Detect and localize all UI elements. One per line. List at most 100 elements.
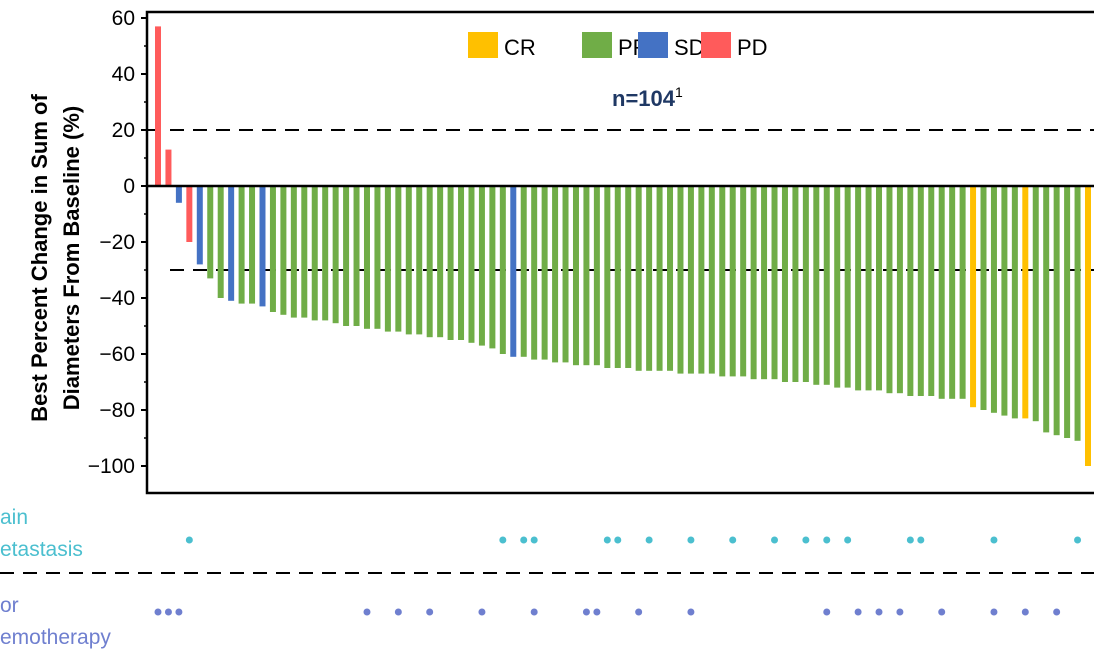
- bar-pr: [416, 186, 423, 335]
- legend-swatch-pd: [701, 32, 731, 58]
- bar-pr: [938, 186, 945, 399]
- legend: CR PR SD PD: [468, 32, 768, 60]
- bar-pr: [708, 186, 715, 374]
- bar-pr: [667, 186, 674, 371]
- bar-pd: [186, 186, 193, 242]
- bar-pr: [802, 186, 809, 382]
- bar-pr: [928, 186, 935, 396]
- attribute-marker: [802, 536, 810, 544]
- attribute-marker: [687, 536, 695, 544]
- bar-pr: [1043, 186, 1050, 433]
- attribute-marker: [823, 608, 831, 616]
- bar-pd: [155, 26, 161, 187]
- bar-pr: [635, 186, 642, 371]
- bar-pr: [1001, 186, 1008, 416]
- bar-pr: [959, 186, 966, 399]
- attribute-marker: [771, 536, 779, 544]
- sample-size-annotation: n=1041: [612, 84, 683, 111]
- bar-pr: [499, 186, 506, 354]
- bar-pr: [217, 186, 224, 298]
- bar-pr: [781, 186, 788, 382]
- bar-sd: [259, 186, 266, 307]
- bar-pr: [729, 186, 736, 377]
- bar-pr: [792, 186, 799, 382]
- attribute-marker: [1053, 608, 1061, 616]
- bar-pr: [917, 186, 924, 396]
- bar-pr: [405, 186, 412, 335]
- bar-pr: [1074, 186, 1081, 441]
- bar-sd: [175, 186, 182, 203]
- row-label-line2: etastasis: [0, 538, 83, 561]
- bar-pr: [625, 186, 632, 368]
- bar-pr: [478, 186, 485, 346]
- bar-pr: [311, 186, 318, 321]
- legend-label-sd: SD: [674, 35, 705, 60]
- bar-pr: [1032, 186, 1039, 422]
- bar-pr: [332, 186, 339, 324]
- bar-cr: [1085, 186, 1091, 466]
- attribute-marker: [1021, 608, 1029, 616]
- y-axis-label: Best Percent Change in Sum of Diameters …: [27, 94, 84, 422]
- row-label-line1: ain: [0, 506, 28, 529]
- attribute-marker: [896, 608, 904, 616]
- bar-pr: [656, 186, 663, 371]
- bar-pr: [437, 186, 444, 338]
- bar-pr: [771, 186, 778, 380]
- bar-pr: [374, 186, 381, 329]
- bar-pr: [426, 186, 433, 338]
- y-tick-label: 20: [112, 119, 135, 142]
- bar-pr: [740, 186, 747, 377]
- attribute-marker: [917, 536, 925, 544]
- bar-pr: [823, 186, 830, 385]
- bar-pr: [886, 186, 893, 394]
- y-tick-label: 0: [123, 175, 135, 198]
- attribute-marker: [854, 608, 862, 616]
- bar-pr: [572, 186, 579, 366]
- y-tick-label: −80: [99, 399, 135, 422]
- attribute-marker: [875, 608, 883, 616]
- bar-pr: [990, 186, 997, 413]
- attribute-marker: [593, 608, 601, 616]
- bar-pr: [363, 186, 370, 329]
- bar-pr: [583, 186, 590, 366]
- attribute-marker: [844, 536, 852, 544]
- bar-pr: [520, 186, 527, 357]
- attribute-marker: [990, 608, 998, 616]
- bar-pr: [1053, 186, 1060, 436]
- attribute-marker: [1074, 536, 1082, 544]
- y-tick-label: 40: [112, 63, 135, 86]
- attribute-marker: [823, 536, 831, 544]
- bar-pr: [322, 186, 329, 321]
- plot-frame: [145, 10, 1094, 495]
- y-tick-label: 60: [112, 7, 135, 30]
- bar-pr: [343, 186, 350, 326]
- bar-pd: [165, 149, 172, 186]
- attribute-marker: [394, 608, 402, 616]
- bar-pr: [562, 186, 569, 363]
- sample-size-value: n=104: [612, 86, 676, 111]
- attribute-marker: [614, 536, 622, 544]
- bar-pr: [813, 186, 820, 385]
- sample-size-footnote: 1: [675, 84, 683, 100]
- attribute-marker: [645, 536, 653, 544]
- bar-pr: [646, 186, 653, 371]
- bar-pr: [907, 186, 914, 396]
- bar-pr: [949, 186, 956, 399]
- attribute-marker: [603, 536, 611, 544]
- bar-pr: [614, 186, 621, 368]
- bar-pr: [269, 186, 276, 312]
- bar-pr: [1011, 186, 1018, 419]
- bar-sd: [510, 186, 517, 357]
- y-tick-label: −20: [99, 231, 135, 254]
- bar-pr: [604, 186, 611, 368]
- bar-pr: [750, 186, 757, 380]
- attribute-marker: [990, 536, 998, 544]
- bar-pr: [980, 186, 987, 410]
- bar-pr: [447, 186, 454, 340]
- legend-label-pd: PD: [737, 35, 768, 60]
- attribute-marker: [582, 608, 590, 616]
- bar-pr: [687, 186, 694, 374]
- bar-pr: [249, 186, 256, 304]
- legend-swatch-sd: [638, 32, 668, 58]
